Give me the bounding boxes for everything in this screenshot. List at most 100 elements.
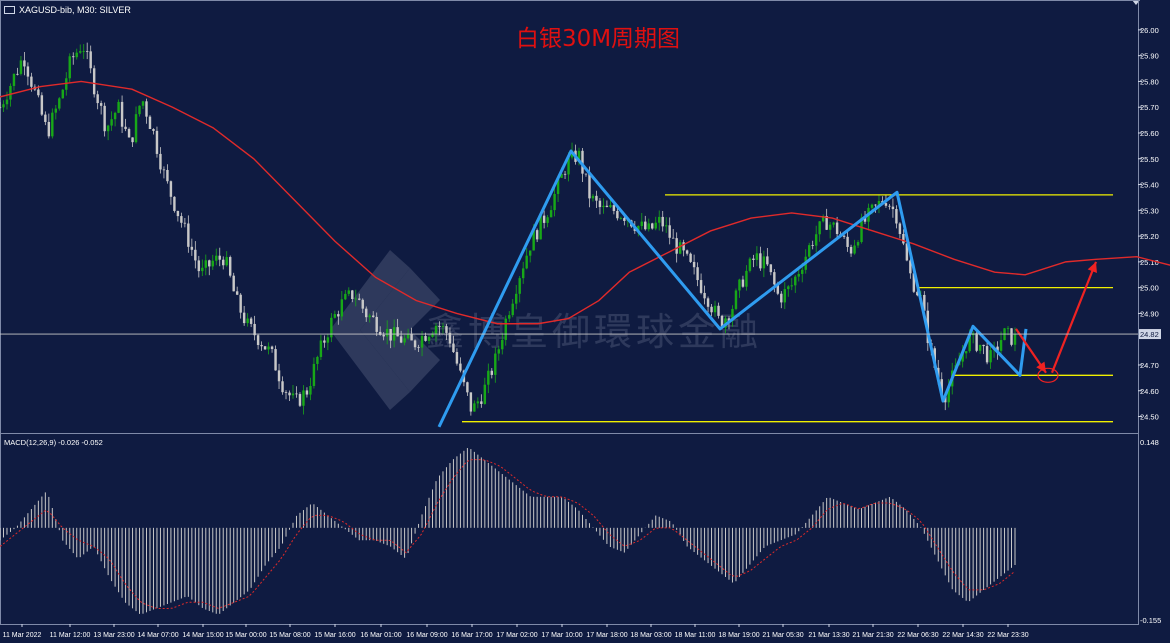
candle-body [420,335,424,348]
candle-body [148,116,152,130]
candle-body [497,349,500,354]
candle-body [382,334,385,337]
candle-body [909,260,912,274]
candle-body [302,390,305,406]
candle-body [647,223,650,230]
x-tick-label: 18 Mar 11:00 [675,632,716,639]
candle-body [658,216,661,223]
scroll-marker-icon[interactable] [1132,0,1140,5]
candle-body [787,286,790,290]
candle-body [542,215,546,223]
macd-y-tick-label: -0.155 [1140,616,1161,625]
candle-body [549,210,553,218]
candle-body [989,350,992,363]
candle-body [120,101,124,127]
candle-body [797,273,800,277]
y-tick-label: 25.30 [1140,206,1159,215]
candle-body [895,209,898,224]
moving-average-line [0,80,1170,325]
y-tick-label: 25.90 [1140,52,1159,61]
candle-body [1013,334,1017,345]
candle-body [260,345,263,347]
candle-body [661,216,664,227]
candle-body [337,314,340,317]
candle-body [270,346,274,350]
candle-body [476,401,480,404]
candle-body [288,392,291,396]
candle-body [469,392,473,412]
candle-body [99,103,103,106]
candle-body [361,299,364,309]
candle-body [961,353,964,362]
candle-body [124,126,127,130]
candle-body [406,334,410,339]
candle-body [358,298,361,300]
candle-body [351,290,354,299]
candle-body [403,338,406,343]
candle-body [999,340,1003,351]
candle-body [553,193,556,211]
projection-arrow-up-head [1087,261,1097,274]
candle-body [682,242,685,251]
candle-body [434,325,438,335]
candle-body [180,216,183,223]
candle-body [766,256,769,265]
candle-body [678,242,682,254]
candle-body [849,246,853,254]
candle-body [905,243,909,261]
candle-body [773,272,776,285]
projection-arrow-down-head [1036,361,1046,373]
candle-body [228,257,232,276]
candle-body [197,260,201,272]
candle-body [242,312,246,324]
candle-body [623,218,626,221]
candle-body [668,225,671,238]
candle-body [877,200,881,205]
candle-body [309,385,312,395]
candle-body [616,210,619,219]
candle-body [340,299,344,317]
candle-body [487,370,490,385]
candle-body [584,173,588,175]
candle-body [832,222,835,225]
candle-body [371,315,375,317]
candle-body [173,196,176,211]
y-tick-label: 25.40 [1140,181,1159,190]
candle-body [190,246,194,250]
candle-body [874,204,877,206]
y-tick-label: 24.90 [1140,309,1159,318]
candle-body [706,298,710,307]
candle-body [985,346,989,363]
candle-body [424,335,427,341]
candle-body [884,203,888,206]
x-tick-label: 13 Mar 23:00 [93,632,134,639]
candle-body [162,169,166,171]
candle-body [75,52,78,58]
candle-body [713,305,717,313]
x-tick-label: 21 Mar 13:30 [808,632,849,639]
candle-body [664,225,668,227]
x-tick-label: 16 Mar 01:00 [360,632,401,639]
candle-body [187,223,190,247]
candle-body [23,60,26,67]
candle-body [16,73,19,75]
candle-body [427,336,431,341]
candle-body [316,356,319,364]
candle-body [208,260,211,267]
candle-body [267,346,270,350]
candle-body [445,326,448,333]
candle-body [689,253,692,262]
candle-body [532,230,535,251]
candle-body [720,315,724,328]
candle-body [591,195,595,199]
candle-body [222,259,225,266]
candle-body [79,51,82,53]
window-menu-icon[interactable] [4,6,15,14]
candle-body [113,112,117,120]
macd-y-tick-label: 0.148 [1140,438,1159,447]
candle-body [640,221,644,227]
candle-body [853,245,856,254]
candle-body [762,256,766,269]
candle-body [54,108,58,113]
x-tick-label: 11 Mar 12:00 [50,632,91,639]
